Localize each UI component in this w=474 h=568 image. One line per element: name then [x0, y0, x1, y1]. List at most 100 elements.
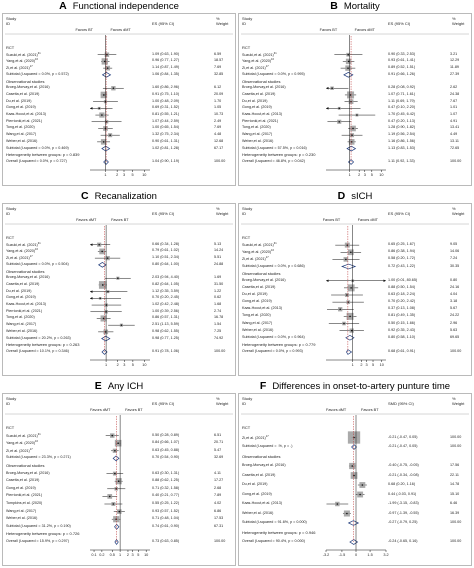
plot-area — [2, 13, 236, 186]
panel-border — [2, 393, 236, 566]
favors-right-label: Favors dMT — [357, 218, 378, 222]
col-weight-header: % Weight — [452, 16, 464, 26]
reference-superscript: 31 — [37, 241, 41, 245]
point-estimate — [102, 317, 105, 320]
effect-ci-value: 1.00 (0.65, 1.54) — [152, 125, 180, 130]
weight-header: Weight — [452, 401, 465, 406]
tick-label: 0.2 — [99, 552, 105, 557]
weight-value: 100.00 — [214, 349, 226, 353]
weight-value: 22.11 — [450, 472, 459, 477]
col-es-header: ES (95% CI) — [152, 21, 175, 26]
point-estimate — [101, 250, 103, 253]
subtotal-diamond — [101, 335, 111, 342]
panel-border — [2, 13, 236, 186]
study-name: Pierrionki,et al. (2021) — [6, 118, 43, 123]
plot-area — [238, 13, 472, 186]
weight-value: 14.24 — [214, 248, 224, 253]
col-study-header: Study ID — [6, 16, 16, 26]
effect-ci-value: 1.00 (0.01, 80.65) — [388, 277, 418, 282]
point-estimate — [111, 434, 114, 437]
weight-value: 2.62 — [450, 85, 458, 90]
study-name: Gong,et al. (2019) — [6, 105, 36, 110]
study-label: Zi,et al. (2021)17 — [6, 255, 33, 260]
weight-value: 20.71 — [214, 440, 224, 445]
weight-value: 2.74 — [214, 308, 222, 313]
study-label: Gong,et al. (2019) — [6, 105, 36, 109]
weight-value: 4.48 — [214, 132, 222, 137]
tick-label: 2 — [116, 172, 119, 177]
point-estimate — [346, 512, 348, 515]
weight-value: 3.21 — [450, 51, 458, 56]
effect-ci-value: -0.21 (-0.34, -0.08) — [388, 472, 419, 477]
favors-left-label: Favors dMT — [90, 408, 111, 412]
heterogeneity-note: Heterogeneity between groups: p = 0.779 — [242, 341, 316, 347]
weight-value: 5.13 — [214, 241, 222, 246]
weight-value: 5.47 — [214, 447, 222, 452]
point-estimate — [102, 141, 105, 143]
study-name: Du,et al. (2019) — [6, 98, 32, 103]
tick-label: 10 — [142, 172, 147, 177]
study-label: Gong,et al. (2019) — [6, 295, 36, 299]
weight-value: 14.06 — [450, 249, 460, 254]
study-label: Du,et al. (2019) — [6, 99, 31, 103]
effect-ci-value: 0.86 (0.38, 1.94) — [388, 249, 416, 254]
weight-value: 7.69 — [214, 65, 222, 70]
effect-ci-value: -0.24 (-0.65, 0.16) — [388, 539, 418, 543]
overall-label: Overall (I-squared = 15.9%, p = 0.297) — [6, 539, 69, 543]
ci-clip-arrow — [90, 107, 93, 110]
point-estimate — [117, 442, 119, 444]
effect-ci-value: 0.86 (0.57, 1.31) — [152, 315, 180, 320]
favors-left-label: Favors BT — [75, 28, 93, 32]
study-label: Wang,et al. (2017) — [6, 509, 36, 513]
id-header: ID — [6, 401, 10, 406]
col-weight-header: % Weight — [216, 206, 228, 216]
panel-a: A Functional independence Study ID ES (95% C… — [2, 0, 236, 186]
weight-value: 7.67 — [450, 98, 458, 103]
study-name: Pierrionki,et al. (2021) — [6, 493, 43, 498]
weight-value: 16.78 — [214, 315, 224, 320]
effect-ci-value: 0.81 (0.55, 1.21) — [152, 112, 180, 117]
study-label: Pierrionki,et al. (2021) — [6, 309, 42, 313]
subtotal-diamond — [341, 263, 357, 270]
study-label: Broeg-Morvay,et al. (2016) — [242, 463, 286, 467]
effect-ci-value: 1.32 (0.75, 2.34) — [152, 132, 180, 137]
study-name: Suzuki,et al. (2021) — [6, 52, 38, 57]
study-label: Broeg-Morvay,et al. (2016) — [242, 85, 286, 89]
study-label: Suzuki,et al. (2021)31 — [6, 242, 41, 247]
study-label: Casetta,et al. (2019) — [242, 285, 275, 289]
reference-superscript: 17 — [29, 447, 33, 451]
reference-superscript: 31 — [273, 51, 277, 55]
panel-title: A Functional independence — [2, 0, 236, 12]
study-name: Subtotal (I-squared = .%, p = .) — [242, 444, 293, 448]
study-label: Kaas-Hocut,et al. (2013) — [242, 306, 282, 310]
point-estimate — [353, 436, 355, 439]
study-name: Broeg-Morvay,et al. (2016) — [6, 470, 50, 475]
group-label: Observational studies — [6, 268, 45, 274]
study-name: Kaas-Hocut,et al. (2013) — [242, 112, 282, 117]
ci-clip-arrow — [90, 243, 93, 247]
panel-border — [238, 203, 472, 376]
study-name: Gong,et al. (2019) — [242, 491, 272, 496]
weight-value: 7.25 — [214, 328, 222, 333]
tick-label: 3 — [131, 552, 134, 557]
study-name: Yang,et al. (2020) — [6, 249, 36, 254]
ci-clip-arrow — [90, 290, 93, 293]
group-label: Observational studies — [6, 78, 45, 84]
effect-ci-value: 0.70 (0.54, 0.90) — [152, 455, 180, 460]
weight-value: 7.69 — [214, 125, 222, 130]
weight-value: 9.05 — [450, 242, 458, 247]
point-estimate — [118, 510, 121, 513]
study-name: Wang,et al. (2017) — [6, 322, 37, 327]
point-estimate — [120, 324, 123, 326]
effect-ci-value: 0.73 (0.63, 0.85) — [152, 539, 180, 543]
ci-clip-arrow — [326, 107, 329, 110]
panel-letter: C — [81, 190, 89, 202]
subtotal-diamond — [345, 334, 355, 341]
weight-value: 16.39 — [450, 510, 460, 515]
favors-right-label: Favors BT — [125, 408, 143, 412]
weight-value: 6.46 — [450, 501, 458, 505]
weight-value: 1.01 — [450, 105, 458, 110]
effect-ci-value: 0.65 (0.25, 1.67) — [388, 242, 416, 247]
subtotal-diamond — [347, 520, 360, 526]
group-label: Observational studies — [242, 453, 281, 459]
